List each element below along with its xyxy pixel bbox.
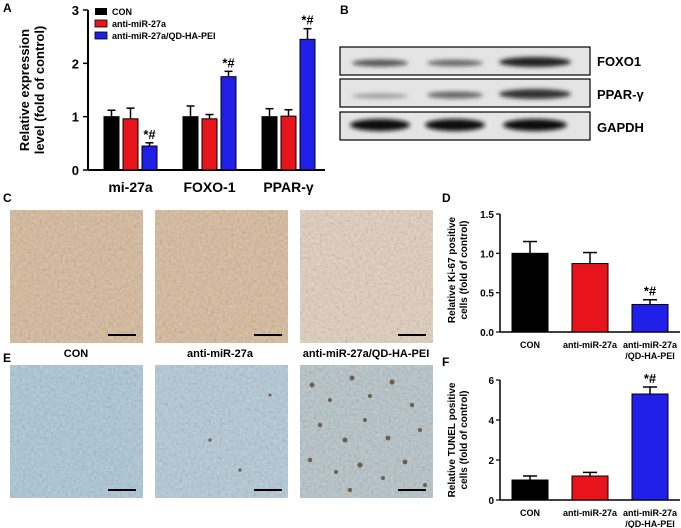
panel-f-ytick-label: 0: [488, 496, 494, 507]
panel-a-bar: [201, 118, 218, 171]
legend-label-anti: anti-miR-27a: [112, 19, 167, 29]
panel-d-category-label: anti-miR-27a: [563, 340, 618, 350]
band-foxo1-3: [499, 57, 571, 67]
micrograph-ki67-anti-texture: [155, 210, 288, 343]
panel-f-significance-label: *#: [644, 371, 657, 386]
panel-d-ylabel-line2: cells (fold of control): [459, 221, 470, 320]
panel-a-category-label: PPAR-γ: [263, 179, 314, 195]
column-label-qd: anti-miR-27a/QD-HA-PEI: [303, 348, 430, 360]
blot-label-gapdh: GAPDH: [597, 120, 644, 135]
band-ppar-3: [499, 89, 571, 99]
panel-a-expression-chart: Relative expression level (fold of contr…: [17, 3, 325, 195]
micrograph-tunel-qd-texture: [300, 365, 433, 498]
column-label-anti: anti-miR-27a: [187, 348, 254, 360]
micrograph-tunel-anti-texture: [155, 365, 288, 498]
panel-d-ki67-chart: Relative Ki-67 positive cells (fold of c…: [447, 210, 680, 361]
panel-d-bar: [571, 263, 609, 333]
legend-swatch-con: [95, 8, 107, 15]
panel-a-ytick-label: 1: [72, 110, 79, 125]
panel-d-significance-label: *#: [644, 284, 657, 299]
panel-letter-e: E: [3, 351, 11, 365]
panel-d-bar: [631, 303, 669, 333]
panel-f-ytick-label: 4: [488, 416, 494, 427]
band-ppar-1: [352, 93, 408, 99]
legend-label-qd: anti-miR-27a/QD-HA-PEI: [112, 31, 216, 41]
panel-f-category-label: anti-miR-27a: [623, 508, 678, 518]
band-foxo1-2: [427, 59, 483, 67]
band-gapdh-2: [425, 119, 485, 131]
panel-letter-b: B: [340, 3, 349, 17]
panel-d-category-label: anti-miR-27a: [623, 340, 678, 350]
panel-letter-a: A: [3, 1, 12, 15]
panel-f-ylabel-line1: Relative TUNEL positive: [447, 382, 458, 497]
panel-e-tunel-micrographs: [10, 365, 433, 498]
panel-a-bar: [261, 116, 278, 171]
panel-a-ylabel-line1: Relative expression: [17, 29, 32, 151]
panel-letter-f: F: [442, 355, 449, 369]
band-foxo1-1: [352, 59, 408, 67]
panel-d-ytick-label: 1.0: [480, 249, 494, 260]
panel-a-bar: [182, 116, 199, 171]
panel-f-category-label: anti-miR-27a: [563, 508, 618, 518]
panel-d-ylabel-line1: Relative Ki-67 positive: [447, 216, 458, 323]
panel-f-ytick-label: 6: [488, 376, 494, 387]
panel-a-significance-label: *#: [301, 13, 314, 28]
panel-d-category-label: CON: [520, 340, 540, 350]
column-label-con: CON: [64, 348, 89, 360]
blot-label-foxo1: FOXO1: [597, 54, 641, 69]
band-ppar-2: [427, 91, 483, 99]
blot-label-ppar: PPAR-γ: [597, 87, 644, 102]
panel-a-category-label: FOXO-1: [183, 179, 235, 195]
band-gapdh-1: [350, 119, 410, 131]
legend-swatch-anti: [94, 19, 108, 28]
panel-f-ylabel-line2: cells (fold of control): [459, 391, 470, 490]
panel-a-bar: [220, 76, 237, 171]
panel-a-ylabel-line2: level (fold of control): [32, 26, 47, 155]
panel-a-bar: [122, 118, 139, 171]
panel-b-western-blot: FOXO1 PPAR-γ GAPDH: [339, 46, 644, 141]
panel-letter-c: C: [3, 191, 12, 205]
micrograph-tunel-con-texture: [10, 365, 143, 498]
panel-a-bar: [103, 116, 120, 171]
panel-a-significance-label: *#: [143, 127, 156, 142]
micrograph-ki67-con-texture: [10, 210, 143, 343]
panel-d-ytick-label: 0.5: [480, 289, 494, 300]
panel-f-category-label: CON: [520, 508, 540, 518]
panel-d-ytick-label: 1.5: [480, 210, 494, 221]
panel-f-bar: [631, 393, 669, 501]
panel-d-category-label: /QD-HA-PEI: [625, 351, 675, 361]
panel-f-tunel-chart: Relative TUNEL positive cells (fold of c…: [447, 371, 680, 528]
panel-d-ytick-label: 0.0: [480, 328, 494, 339]
legend-swatch-qd: [94, 31, 108, 40]
panel-f-ytick-label: 2: [488, 456, 494, 467]
apoptotic-nuclei: [208, 375, 427, 493]
panel-a-ytick-label: 2: [72, 56, 79, 71]
panel-letter-d: D: [442, 191, 451, 205]
panel-f-bar: [571, 475, 609, 501]
panel-c-ki67-micrographs: [10, 210, 433, 343]
panel-a-ytick-label: 0: [72, 163, 79, 178]
panel-a-significance-label: *#: [222, 55, 235, 70]
panel-a-bar: [141, 145, 158, 171]
panel-a-legend: CON anti-miR-27a anti-miR-27a/QD-HA-PEI: [94, 7, 216, 41]
micrograph-ki67-qd-texture: [300, 210, 433, 343]
panel-f-category-label: /QD-HA-PEI: [625, 519, 675, 528]
panel-a-bar: [299, 38, 316, 171]
band-gapdh-3: [503, 119, 567, 131]
panel-d-bar: [511, 252, 549, 333]
panel-a-category-label: mi-27a: [108, 179, 153, 195]
panel-f-bar: [511, 479, 549, 501]
panel-a-ytick-label: 3: [72, 3, 79, 18]
panel-a-bar: [280, 115, 297, 171]
legend-label-con: CON: [112, 7, 132, 17]
